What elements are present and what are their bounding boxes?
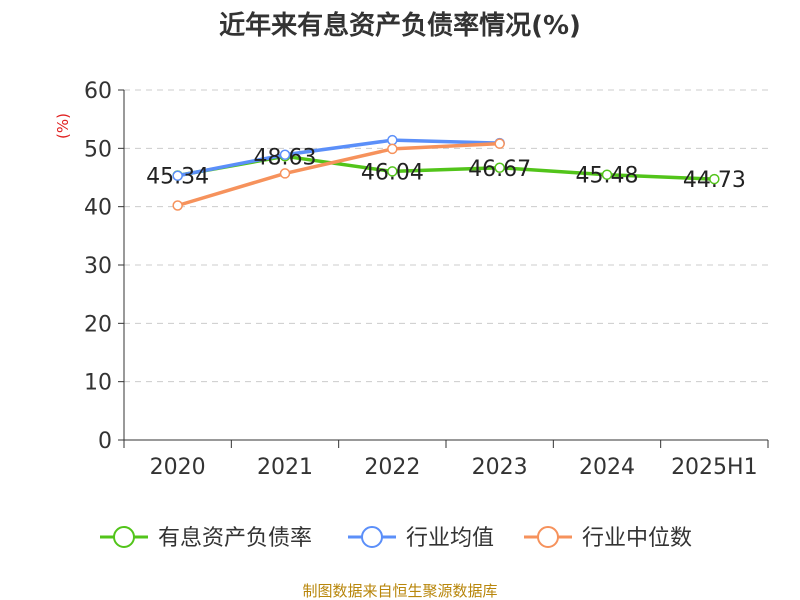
legend-swatch-marker <box>361 526 383 548</box>
data-point <box>387 166 398 177</box>
data-point <box>172 200 183 211</box>
y-tick-label: 30 <box>84 254 112 279</box>
legend: 有息资产负债率 行业均值 行业中位数 <box>100 526 692 551</box>
data-point <box>279 149 291 160</box>
data-point <box>494 162 505 174</box>
data-label: 46.04 <box>361 160 424 185</box>
y-tick-label: 50 <box>84 137 112 162</box>
axes: 0 10 20 30 40 50 60 2020 2021 2022 2023 2024 2025H1 <box>84 79 769 480</box>
x-tick-label: 2022 <box>364 455 420 480</box>
x-tick-label: 2024 <box>579 455 635 480</box>
data-label: 44.73 <box>683 168 746 193</box>
series-line <box>175 141 502 208</box>
data-point <box>601 169 613 180</box>
legend-swatch-marker <box>537 526 559 548</box>
x-tick-label: 2025H1 <box>671 455 758 480</box>
y-tick-label: 0 <box>98 429 112 454</box>
data-point <box>387 143 398 155</box>
series-line <box>175 138 502 178</box>
data-label: 45.34 <box>146 165 209 190</box>
x-tick-label: 2021 <box>257 455 313 480</box>
y-axis-label: (%) <box>54 113 72 139</box>
y-tick-label: 60 <box>84 79 112 104</box>
data-point <box>172 170 183 181</box>
x-tick-label: 2023 <box>472 455 528 480</box>
data-point <box>387 134 398 146</box>
gridlines <box>124 89 768 383</box>
data-label: 48.63 <box>254 145 317 170</box>
data-source-note: 制图数据来自恒生聚源数据库 <box>302 582 497 600</box>
legend-label: 行业均值 <box>406 526 494 551</box>
x-tick-label: 2020 <box>150 455 206 480</box>
legend-label: 行业中位数 <box>582 526 692 551</box>
y-tick-label: 40 <box>84 196 112 221</box>
data-point <box>279 168 291 179</box>
data-labels: 45.34 48.63 46.04 46.67 45.48 44.73 <box>146 145 746 193</box>
data-label: 46.67 <box>468 157 531 182</box>
data-label: 45.48 <box>576 164 639 189</box>
data-point <box>709 173 720 185</box>
series-lines <box>172 134 720 211</box>
y-tick-label: 20 <box>84 312 112 337</box>
legend-label: 有息资产负债率 <box>158 526 312 551</box>
chart-title: 近年来有息资产负债率情况(%) <box>219 10 581 41</box>
data-point <box>494 138 505 149</box>
legend-swatch-marker <box>113 526 135 548</box>
y-tick-label: 10 <box>84 371 112 396</box>
